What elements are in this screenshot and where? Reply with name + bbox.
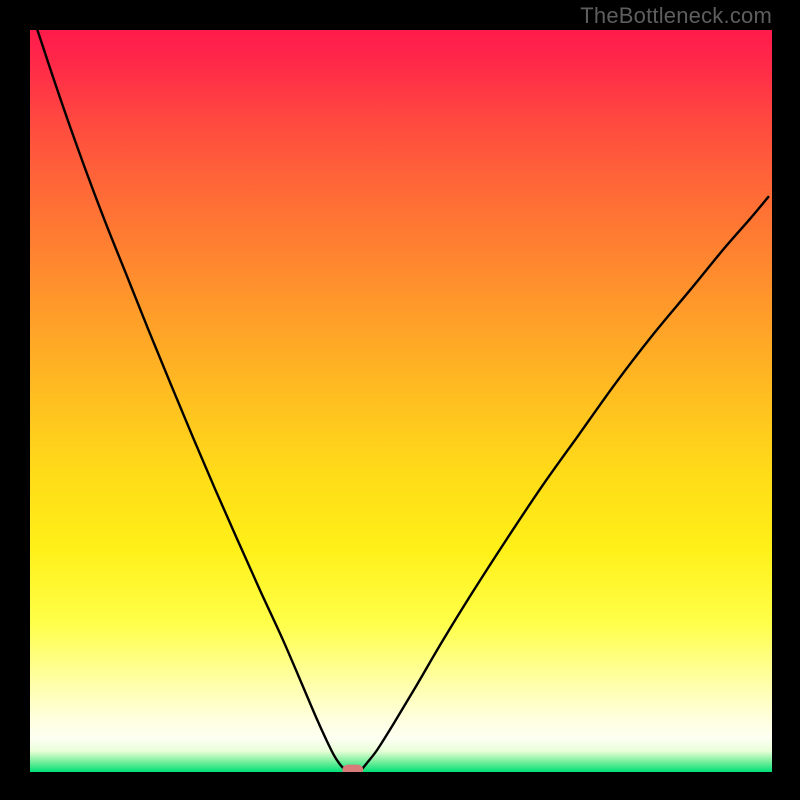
- watermark: TheBottleneck.com: [580, 3, 772, 29]
- watermark-prefix: TheBottleneck: [580, 3, 723, 28]
- chart-root: TheBottleneck.com: [0, 0, 800, 800]
- chart-svg: [30, 30, 772, 772]
- optimal-marker: [342, 765, 363, 772]
- gradient-background: [30, 30, 772, 772]
- watermark-suffix: com: [730, 3, 772, 28]
- plot-area: [30, 30, 772, 772]
